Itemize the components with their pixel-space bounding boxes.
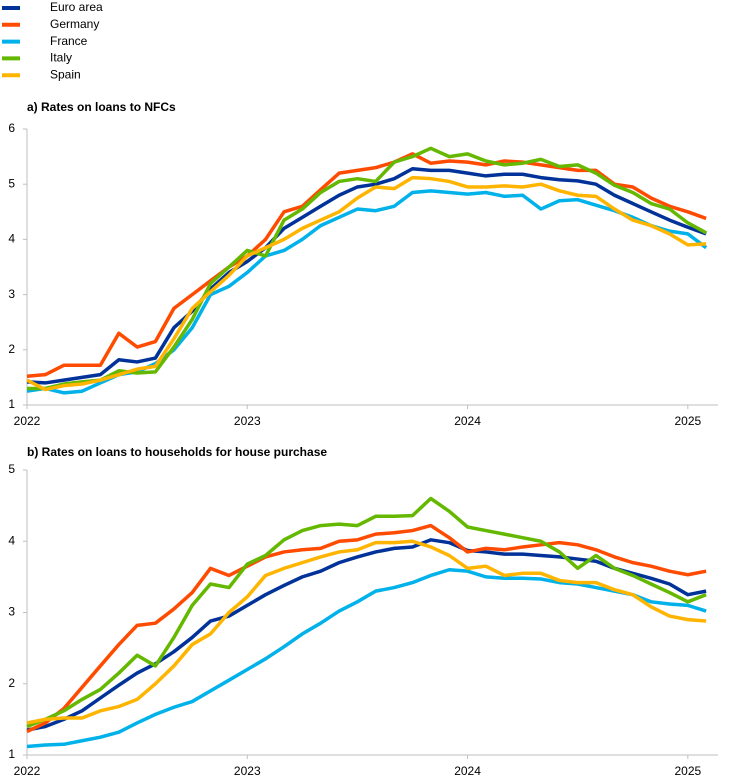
legend-label: Euro area (50, 0, 103, 14)
y-tick-label: 6 (8, 121, 15, 135)
y-tick-label: 2 (8, 676, 15, 690)
y-tick-label: 1 (8, 747, 15, 761)
x-tick-label: 2023 (234, 764, 261, 778)
series-line (26, 568, 707, 749)
series-line (26, 539, 707, 725)
y-tick-label: 4 (8, 232, 15, 246)
legend-label: Italy (50, 51, 72, 65)
series-line (26, 175, 707, 392)
y-tick-label: 4 (8, 533, 15, 547)
chart-title: a) Rates on loans to NFCs (27, 100, 176, 114)
y-tick-label: 5 (8, 462, 15, 476)
x-tick-label: 2023 (234, 414, 261, 428)
x-tick-label: 2022 (14, 414, 41, 428)
series-line (26, 523, 707, 734)
series-line (26, 166, 707, 385)
series-line (26, 538, 707, 732)
y-tick-label: 3 (8, 605, 15, 619)
x-tick-label: 2025 (674, 764, 701, 778)
y-tick-label: 3 (8, 287, 15, 301)
x-tick-label: 2022 (14, 764, 41, 778)
legend-label: Germany (50, 17, 99, 31)
chart-title: b) Rates on loans to households for hous… (27, 445, 327, 459)
legend-label: France (50, 34, 88, 48)
y-tick-label: 5 (8, 176, 15, 190)
x-tick-label: 2024 (454, 764, 481, 778)
series-line (26, 496, 707, 729)
series-line (26, 189, 708, 395)
y-tick-label: 1 (8, 397, 15, 411)
x-tick-label: 2024 (454, 414, 481, 428)
legend-label: Spain (50, 67, 81, 81)
series-line (27, 146, 707, 391)
x-tick-label: 2025 (674, 414, 701, 428)
y-tick-label: 2 (8, 342, 15, 356)
